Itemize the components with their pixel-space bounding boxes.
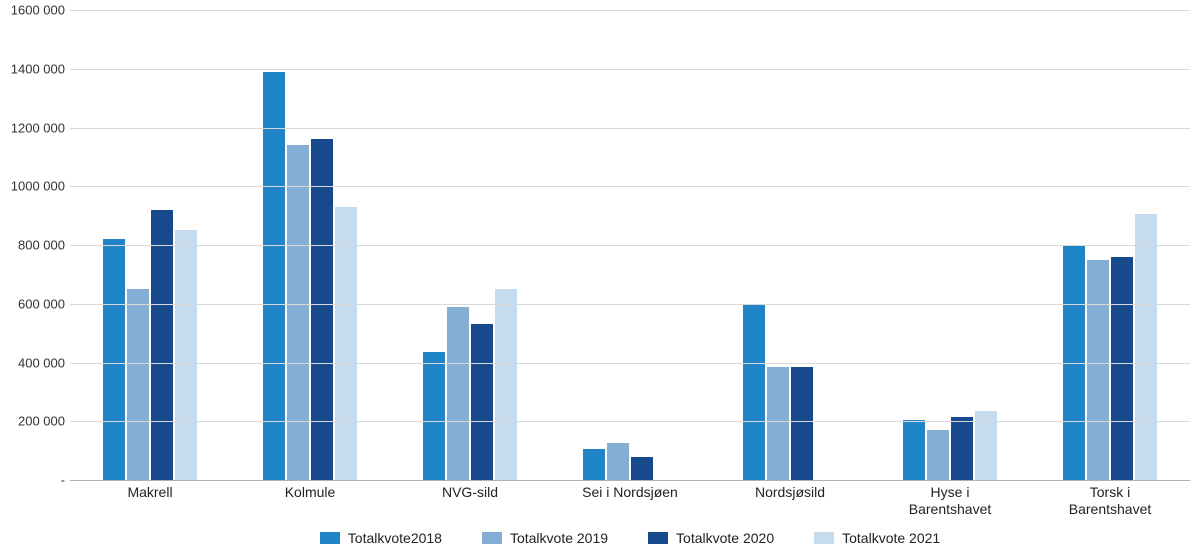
y-tick-label: 1200 000 — [0, 120, 65, 135]
x-tick-label: Hyse i Barentshavet — [870, 484, 1030, 518]
bar — [447, 307, 469, 480]
y-tick-label: 1400 000 — [0, 61, 65, 76]
legend-item: Totalkvote 2019 — [482, 530, 608, 546]
gridline — [70, 10, 1190, 11]
quota-bar-chart: - 200 000 400 000 600 000 800 000 1000 000 120… — [0, 0, 1200, 558]
y-axis: -200 000400 000600 000800 0001000 000120… — [0, 10, 65, 480]
y-tick-label: 1000 000 — [0, 179, 65, 194]
gridline — [70, 304, 1190, 305]
bar — [175, 230, 197, 480]
x-axis-labels: MakrellKolmuleNVG-sildSei i NordsjøenNor… — [70, 484, 1190, 518]
legend-item: Totalkvote2018 — [320, 530, 442, 546]
plot-area — [70, 10, 1190, 481]
y-tick-label: 1600 000 — [0, 3, 65, 18]
gridline — [70, 128, 1190, 129]
x-tick-label: Kolmule — [230, 484, 390, 518]
y-tick-label: 400 000 — [0, 355, 65, 370]
gridline — [70, 363, 1190, 364]
legend-item: Totalkvote 2021 — [814, 530, 940, 546]
y-tick-label: 600 000 — [0, 296, 65, 311]
legend-label: Totalkvote2018 — [348, 530, 442, 546]
gridline — [70, 69, 1190, 70]
x-tick-label: Makrell — [70, 484, 230, 518]
x-tick-label: NVG-sild — [390, 484, 550, 518]
bar — [423, 352, 445, 480]
legend-swatch — [320, 532, 340, 544]
bar — [335, 207, 357, 480]
y-tick-label: 800 000 — [0, 238, 65, 253]
bar — [903, 420, 925, 480]
bar — [311, 139, 333, 480]
bar — [791, 367, 813, 480]
bar — [927, 430, 949, 480]
gridline — [70, 245, 1190, 246]
bar — [1087, 260, 1109, 480]
x-tick-label: Sei i Nordsjøen — [550, 484, 710, 518]
legend-label: Totalkvote 2021 — [842, 530, 940, 546]
bar — [607, 443, 629, 480]
legend-swatch — [482, 532, 502, 544]
bar — [127, 289, 149, 480]
bar — [103, 239, 125, 480]
x-tick-label: Torsk i Barentshavet — [1030, 484, 1190, 518]
gridline — [70, 186, 1190, 187]
bar — [471, 324, 493, 480]
bar — [263, 72, 285, 480]
y-tick-label: - — [0, 473, 65, 488]
legend-label: Totalkvote 2020 — [676, 530, 774, 546]
bar — [495, 289, 517, 480]
bar — [767, 367, 789, 480]
bar — [583, 449, 605, 480]
y-tick-label: 200 000 — [0, 414, 65, 429]
legend-swatch — [648, 532, 668, 544]
bar — [951, 417, 973, 480]
legend-swatch — [814, 532, 834, 544]
gridline — [70, 421, 1190, 422]
legend-label: Totalkvote 2019 — [510, 530, 608, 546]
x-tick-label: Nordsjøsild — [710, 484, 870, 518]
legend-item: Totalkvote 2020 — [648, 530, 774, 546]
bar — [151, 210, 173, 480]
bar — [631, 457, 653, 481]
bar — [1135, 214, 1157, 480]
legend: Totalkvote2018 Totalkvote 2019 Totalkvote … — [70, 530, 1190, 546]
bar — [1111, 257, 1133, 480]
bar — [287, 145, 309, 480]
bar — [743, 304, 765, 480]
